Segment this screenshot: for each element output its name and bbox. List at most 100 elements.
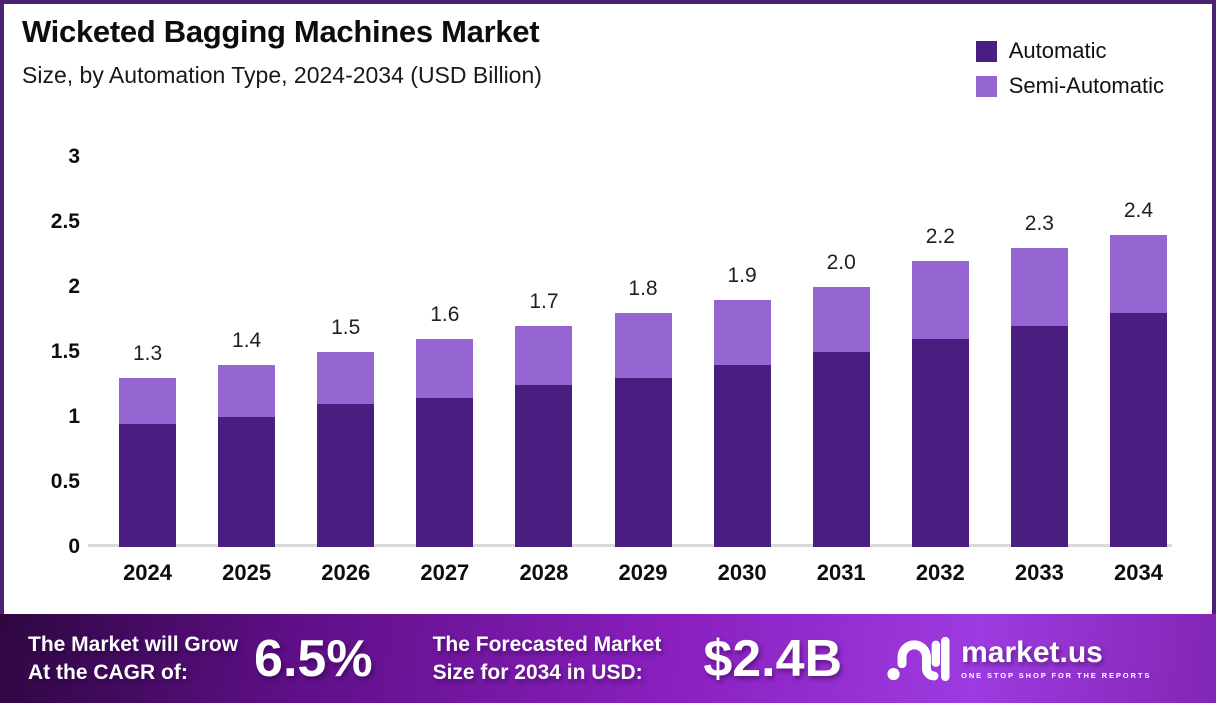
x-tick-2029: 2029 [618, 560, 668, 585]
footer-banner: The Market will Grow At the CAGR of: 6.5… [0, 614, 1216, 703]
stacked-bar [416, 339, 474, 547]
x-tick-2024: 2024 [123, 560, 173, 585]
legend-swatch-icon [975, 75, 997, 97]
bar-group-2026: 1.5 [296, 157, 395, 547]
bar-total-label: 1.9 [727, 264, 757, 287]
stacked-bar [812, 287, 870, 547]
bar-group-2033: 2.3 [990, 157, 1089, 547]
brand-text: market.us ONE STOP SHOP FOR THE REPORTS [961, 635, 1152, 680]
x-tick-2034: 2034 [1114, 560, 1163, 585]
bar-group-2031: 2.0 [792, 157, 891, 547]
brand-tagline: ONE STOP SHOP FOR THE REPORTS [961, 670, 1152, 680]
x-tick-2025: 2025 [222, 560, 272, 585]
stacked-bar [218, 365, 276, 547]
x-tick-2031: 2031 [816, 560, 866, 585]
bar-segment-automatic [1109, 313, 1167, 547]
bar-total-label: 2.0 [826, 251, 856, 274]
bottom-strip [0, 703, 1216, 709]
header: Wicketed Bagging Machines Market Size, b… [22, 14, 542, 89]
x-tick-2027: 2027 [420, 560, 470, 585]
legend-label: Semi-Automatic [1008, 73, 1164, 98]
bar-segment-automatic [812, 352, 870, 547]
cagr-text: The Market will Grow At the CAGR of: [28, 631, 238, 686]
y-tick-1: 1 [68, 405, 80, 428]
bar-segment-semi-automatic [119, 378, 177, 424]
bar-segment-automatic [713, 365, 771, 547]
bar-group-2029: 1.8 [593, 157, 692, 547]
bar-group-2025: 1.4 [197, 157, 296, 547]
legend: Automatic Semi-Automatic [975, 38, 1164, 99]
bar-group-2034: 2.4 [1089, 157, 1188, 547]
stacked-bar [911, 261, 969, 547]
bar-segment-semi-automatic [812, 287, 870, 352]
stacked-bar [713, 300, 771, 547]
forecast-line2: Size for 2034 in USD: [432, 660, 643, 684]
bar-group-2024: 1.3 [98, 157, 197, 547]
bar-segment-semi-automatic [911, 261, 969, 339]
bar-segment-automatic [911, 339, 969, 547]
legend-swatch-icon [975, 40, 997, 62]
bar-segment-automatic [1010, 326, 1068, 547]
forecast-line1: The Forecasted Market [432, 633, 662, 657]
forecast-value: $2.4B [703, 629, 843, 688]
x-tick-2030: 2030 [717, 560, 767, 585]
stacked-bar [515, 326, 573, 547]
cagr-line2: At the CAGR of: [28, 660, 188, 684]
y-tick-3: 3 [68, 145, 80, 168]
y-tick-0: 0 [68, 535, 80, 558]
bar-segment-semi-automatic [1109, 235, 1167, 313]
bar-segment-semi-automatic [317, 352, 375, 404]
y-tick-0.5: 0.5 [50, 470, 80, 493]
legend-label: Automatic [1008, 38, 1107, 63]
bar-segment-automatic [218, 417, 276, 547]
bar-segment-semi-automatic [416, 339, 474, 398]
bar-segment-automatic [416, 397, 474, 547]
brand-name: market.us [961, 635, 1103, 669]
bar-segment-semi-automatic [713, 300, 771, 365]
chart-subtitle: Size, by Automation Type, 2024-2034 (USD… [22, 62, 542, 88]
bar-segment-semi-automatic [1010, 248, 1068, 326]
bar-segment-automatic [119, 423, 177, 547]
bar-total-label: 1.8 [628, 277, 658, 300]
bar-total-label: 1.3 [132, 342, 163, 365]
bar-segment-automatic [317, 404, 375, 547]
market-us-logo-icon [887, 636, 950, 681]
legend-item-automatic: Automatic [975, 38, 1164, 64]
bar-total-label: 2.3 [1024, 212, 1054, 235]
bar-group-2028: 1.7 [494, 157, 593, 547]
stacked-bar [1109, 235, 1167, 547]
y-tick-2.5: 2.5 [50, 210, 80, 233]
y-tick-1.5: 1.5 [50, 340, 80, 363]
y-tick-2: 2 [68, 275, 80, 298]
stacked-bar [614, 313, 672, 547]
stacked-bar [119, 378, 177, 547]
bar-total-label: 1.4 [232, 329, 262, 352]
bar-total-label: 2.2 [925, 225, 955, 248]
bar-group-2030: 1.9 [693, 157, 792, 547]
bar-segment-automatic [614, 378, 672, 547]
bar-total-label: 2.4 [1123, 199, 1154, 222]
chart-title: Wicketed Bagging Machines Market [22, 14, 540, 49]
legend-item-semi-automatic: Semi-Automatic [975, 73, 1164, 99]
bar-group-2027: 1.6 [395, 157, 494, 547]
bar-total-label: 1.5 [331, 316, 361, 339]
y-axis-tick-labels: 0 0.5 1 1.5 2 2.5 3 [0, 0, 80, 560]
bar-segment-semi-automatic [218, 365, 276, 417]
x-axis-tick-labels: 2024 2025 2026 2027 2028 2029 2030 2031 2032 2033… [98, 560, 1188, 586]
cagr-value: 6.5% [254, 629, 373, 688]
bar-segment-semi-automatic [515, 326, 573, 385]
bar-total-label: 1.7 [529, 290, 559, 313]
bar-segment-automatic [515, 384, 573, 547]
stacked-bar [317, 352, 375, 547]
bar-group-2032: 2.2 [891, 157, 990, 547]
forecast-text: The Forecasted Market Size for 2034 in U… [433, 631, 662, 686]
bar-segment-semi-automatic [614, 313, 672, 378]
bar-chart-plot-area: 1.3 1.4 1.5 1.6 1.7 1.8 1.9 2.0 2.2 2.3 2.4 [98, 157, 1188, 547]
stacked-bar [1010, 248, 1068, 547]
x-tick-2032: 2032 [915, 560, 965, 585]
x-tick-2033: 2033 [1014, 560, 1064, 585]
bar-total-label: 1.6 [430, 303, 460, 326]
x-tick-2026: 2026 [321, 560, 371, 585]
cagr-line1: The Market will Grow [28, 633, 239, 657]
